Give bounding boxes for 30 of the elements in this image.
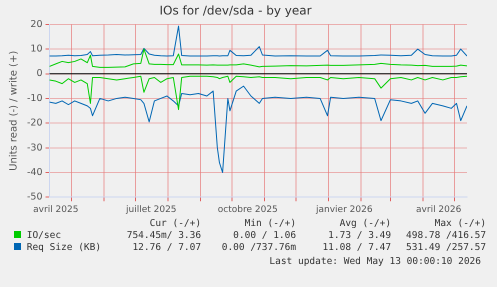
text: Max (-/+) — [434, 218, 486, 230]
y-tick-label: 10 — [30, 44, 43, 55]
text: 0.00 / 1.06 — [232, 230, 296, 242]
x-tick-label: octobre 2025 — [218, 204, 278, 215]
text: 11.08 / 7.47 — [321, 242, 392, 254]
legend-label: IO/sec — [26, 230, 62, 242]
x-tick-label: avril 2026 — [416, 204, 462, 215]
x-tick-label: juillet 2025 — [124, 204, 177, 215]
text: 1.73 / 3.49 — [327, 230, 392, 242]
text: Min (-/+) — [244, 218, 296, 230]
y-tick-label: 0 — [36, 68, 43, 80]
text: 0.00 /737.76m — [220, 242, 296, 254]
chart-title: IOs for /dev/sda - by year — [159, 3, 312, 18]
text: Last update: Wed May 13 00:00:10 2026 — [269, 256, 481, 267]
y-tick-label: -20 — [26, 118, 43, 129]
text: Cur (-/+) — [148, 218, 202, 230]
y-tick-label: -30 — [26, 142, 43, 154]
y-tick-label: 20 — [30, 18, 43, 30]
y-tick-label: -50 — [26, 192, 43, 203]
x-tick-label: avril 2025 — [33, 204, 78, 215]
legend-label: Req Size (KB) — [26, 242, 102, 254]
y-axis-title: Units read (-) / write (+) — [8, 50, 20, 171]
x-tick-label: janvier 2026 — [314, 204, 373, 215]
text: 12.76 / 7.07 — [131, 242, 202, 254]
text: 754.45m/ 3.36 — [126, 230, 202, 242]
y-tick-label: -40 — [26, 166, 43, 178]
text: Avg (-/+) — [338, 218, 392, 230]
y-tick-label: -10 — [26, 92, 43, 104]
text: 531.49 /257.57 — [405, 242, 486, 254]
text: 498.78 /416.57 — [405, 230, 486, 242]
